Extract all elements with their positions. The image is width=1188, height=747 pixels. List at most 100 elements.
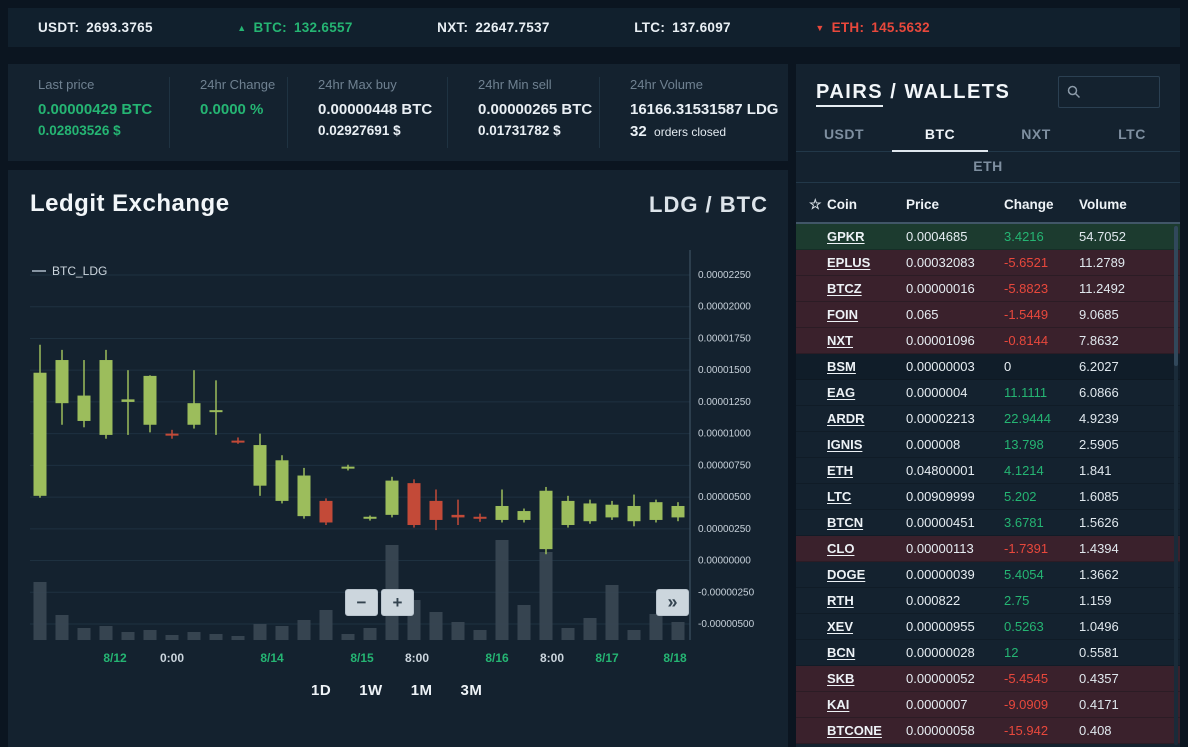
column-header-price[interactable]: Price: [906, 197, 940, 212]
coin-change: 12: [1004, 645, 1019, 660]
tab-usdt[interactable]: USDT: [823, 126, 865, 142]
scrollbar-thumb[interactable]: [1174, 226, 1178, 366]
coin-name[interactable]: ETH: [827, 463, 853, 478]
table-row[interactable]: LTC 0.00909999 5.202 1.6085: [796, 484, 1180, 510]
svg-text:8/15: 8/15: [350, 651, 374, 665]
coin-change: 5.202: [1004, 489, 1037, 504]
table-row[interactable]: ARDR 0.00002213 22.9444 4.9239: [796, 406, 1180, 432]
zoom-out-button[interactable]: −: [345, 589, 378, 616]
ticker-value: 137.6097: [672, 20, 731, 35]
coin-volume: 0.4357: [1079, 671, 1119, 686]
coin-price: 0.00000113: [906, 541, 974, 556]
coin-price: 0.0000007: [906, 697, 968, 712]
ticker-item-btc: ▲ BTC: 132.6557: [237, 20, 352, 35]
ticker-value: 22647.7537: [475, 20, 550, 35]
stat-value: 0.02803526 $: [38, 123, 121, 138]
range-button-3m[interactable]: 3M: [460, 682, 483, 699]
coin-name[interactable]: XEV: [827, 619, 854, 634]
search-icon: [1067, 85, 1081, 99]
coin-name[interactable]: BTCONE: [827, 723, 882, 738]
coin-price: 0.00001096: [906, 333, 975, 348]
coin-name[interactable]: GPKR: [827, 229, 865, 244]
coin-name[interactable]: EPLUS: [827, 255, 871, 270]
stat-label: 24hr Max buy: [318, 77, 397, 92]
coin-name[interactable]: LTC: [827, 489, 852, 504]
range-buttons: 1D 1W 1M 3M: [311, 682, 482, 699]
coin-name[interactable]: FOIN: [827, 307, 859, 322]
table-row[interactable]: EAG 0.0000004 11.1111 6.0866: [796, 380, 1180, 406]
favorite-star-icon[interactable]: ☆: [809, 196, 822, 212]
table-row[interactable]: GPKR 0.0004685 3.4216 54.7052: [796, 224, 1180, 250]
table-row[interactable]: XEV 0.00000955 0.5263 1.0496: [796, 614, 1180, 640]
range-button-1w[interactable]: 1W: [359, 682, 383, 699]
stat-value: 32 orders closed: [630, 123, 727, 140]
pairs-link[interactable]: PAIRS: [816, 80, 884, 107]
table-row[interactable]: EPLUS 0.00032083 -5.6521 11.2789: [796, 250, 1180, 276]
table-row[interactable]: BTCZ 0.00000016 -5.8823 11.2492: [796, 276, 1180, 302]
coin-name[interactable]: BTCZ: [827, 281, 862, 296]
ticker-label: BTC:: [253, 20, 287, 35]
tab-btc[interactable]: BTC: [892, 120, 988, 152]
tab-eth[interactable]: ETH: [973, 158, 1003, 174]
pan-right-button[interactable]: »: [656, 589, 689, 616]
coin-name[interactable]: BCN: [827, 645, 856, 660]
svg-text:0:00: 0:00: [160, 651, 184, 665]
coin-change: -5.6521: [1004, 255, 1049, 270]
table-row[interactable]: DOGE 0.00000039 5.4054 1.3662: [796, 562, 1180, 588]
search-input[interactable]: [1087, 83, 1149, 101]
ticker-bar: USDT: 2693.3765 ▲ BTC: 132.6557 NXT: 22647.753…: [8, 8, 1180, 47]
table-row[interactable]: SKB 0.00000052 -5.4545 0.4357: [796, 666, 1180, 692]
coin-price: 0.00000028: [906, 645, 975, 660]
table-row[interactable]: BSM 0.00000003 0 6.2027: [796, 354, 1180, 380]
coin-name[interactable]: DOGE: [827, 567, 866, 582]
search-box[interactable]: [1058, 76, 1160, 108]
tab-ltc[interactable]: LTC: [1118, 126, 1146, 142]
coin-price: 0.00002213: [906, 411, 975, 426]
table-row[interactable]: FOIN 0.065 -1.5449 9.0685: [796, 302, 1180, 328]
svg-text:0.00000000: 0.00000000: [698, 556, 751, 567]
coin-name[interactable]: SKB: [827, 671, 855, 686]
zoom-controls: − +: [345, 589, 414, 616]
plot-area[interactable]: 0.00002250 0.00002000 0.00001750 0.00001500…: [30, 250, 770, 675]
table-row[interactable]: NXT 0.00001096 -0.8144 7.8632: [796, 328, 1180, 354]
coin-name[interactable]: RTH: [827, 593, 854, 608]
coin-change: 13.798: [1004, 437, 1044, 452]
coin-name[interactable]: ARDR: [827, 411, 865, 426]
tab-nxt[interactable]: NXT: [1021, 126, 1051, 142]
table-row[interactable]: CLO 0.00000113 -1.7391 1.4394: [796, 536, 1180, 562]
column-header-change[interactable]: Change: [1004, 197, 1054, 212]
coin-name[interactable]: KAI: [827, 697, 850, 712]
table-row[interactable]: BCN 0.00000028 12 0.5581: [796, 640, 1180, 666]
coin-name[interactable]: IGNIS: [827, 437, 863, 452]
coin-volume: 1.6085: [1079, 489, 1119, 504]
coin-change: 2.75: [1004, 593, 1030, 608]
table-row[interactable]: IGNIS 0.000008 13.798 2.5905: [796, 432, 1180, 458]
range-button-1d[interactable]: 1D: [311, 682, 332, 699]
table-row[interactable]: ETH 0.04800001 4.1214 1.841: [796, 458, 1180, 484]
coin-volume: 4.9239: [1079, 411, 1119, 426]
stat-value: 0.01731782 $: [478, 123, 561, 138]
table-row[interactable]: RTH 0.000822 2.75 1.159: [796, 588, 1180, 614]
zoom-in-button[interactable]: +: [381, 589, 414, 616]
svg-text:-0.00000250: -0.00000250: [698, 587, 755, 598]
ticker-value: 2693.3765: [86, 20, 153, 35]
coin-price: 0.00000016: [906, 281, 975, 296]
coin-name[interactable]: NXT: [827, 333, 853, 348]
coin-name[interactable]: CLO: [827, 541, 855, 556]
coin-name[interactable]: EAG: [827, 385, 856, 400]
column-header-volume[interactable]: Volume: [1079, 197, 1127, 212]
coin-name[interactable]: BSM: [827, 359, 856, 374]
panel-header: PAIRS / WALLETS: [796, 64, 1180, 108]
table-scrollbar[interactable]: [1174, 226, 1178, 745]
table-row[interactable]: BTCN 0.00000451 3.6781 1.5626: [796, 510, 1180, 536]
column-header-coin[interactable]: Coin: [827, 197, 857, 212]
range-button-1m[interactable]: 1M: [410, 682, 433, 699]
table-row[interactable]: KAI 0.0000007 -9.0909 0.4171: [796, 692, 1180, 718]
coin-name[interactable]: BTCN: [827, 515, 864, 530]
table-row[interactable]: BTCONE 0.00000058 -15.942 0.408: [796, 718, 1180, 744]
svg-text:0.00001500: 0.00001500: [698, 365, 751, 376]
coin-volume: 0.5581: [1079, 645, 1119, 660]
arrow-up-icon: ▲: [237, 22, 247, 33]
ticker-label: ETH:: [831, 20, 865, 35]
wallets-link[interactable]: WALLETS: [904, 80, 1011, 103]
